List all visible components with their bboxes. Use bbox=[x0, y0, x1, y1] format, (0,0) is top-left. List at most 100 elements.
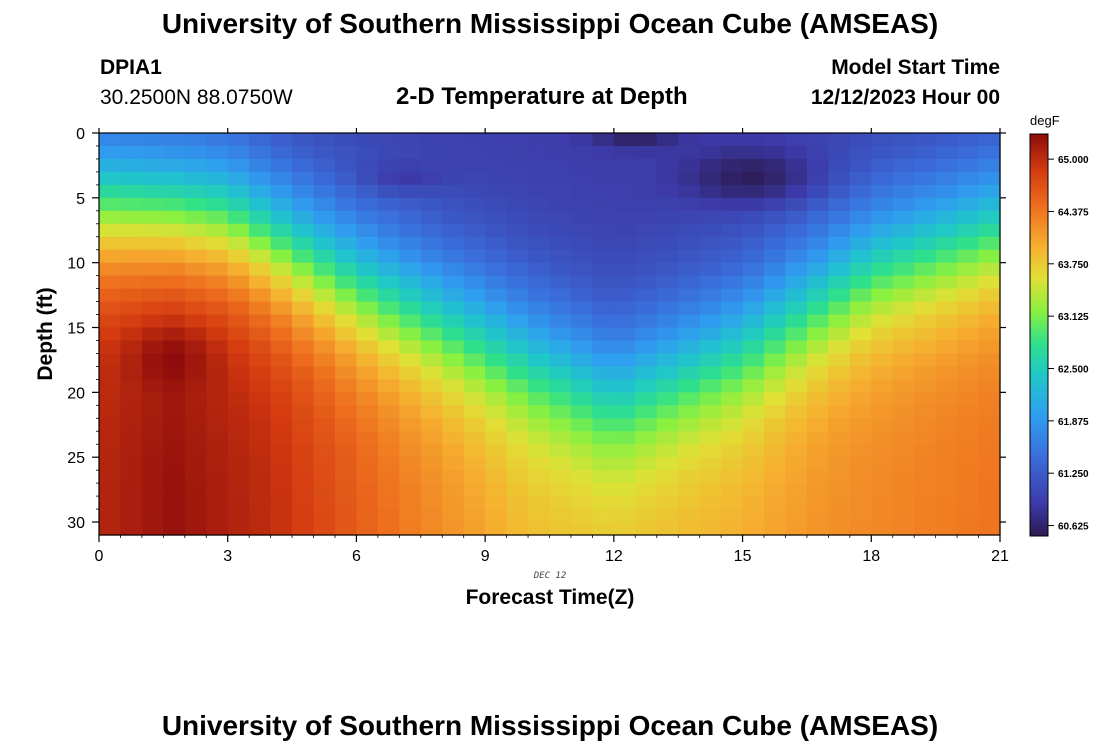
heatmap-cell bbox=[528, 301, 551, 316]
heatmap-cell bbox=[849, 288, 872, 303]
heatmap-cell bbox=[549, 158, 572, 173]
heatmap-cell bbox=[206, 327, 229, 342]
heatmap-cell bbox=[785, 275, 808, 290]
heatmap-cell bbox=[99, 418, 122, 432]
heatmap-cell bbox=[764, 236, 787, 251]
heatmap-cell bbox=[141, 210, 164, 225]
heatmap-cell bbox=[635, 509, 658, 523]
heatmap-cell bbox=[764, 262, 787, 277]
heatmap-cell bbox=[99, 483, 122, 497]
heatmap-cell bbox=[206, 483, 229, 497]
heatmap-cell bbox=[871, 236, 894, 251]
heatmap-cell bbox=[699, 431, 722, 445]
heatmap-cell bbox=[785, 158, 808, 173]
heatmap-cell bbox=[184, 483, 207, 497]
heatmap-cell bbox=[721, 522, 744, 536]
heatmap-cell bbox=[721, 184, 744, 199]
heatmap-cell bbox=[356, 457, 379, 471]
heatmap-cell bbox=[978, 236, 1001, 251]
colorbar-tick-label: 63.125 bbox=[1058, 312, 1089, 323]
heatmap-cell bbox=[635, 431, 658, 445]
heatmap-cell bbox=[399, 496, 422, 510]
footer-title: University of Southern Mississippi Ocean… bbox=[161, 710, 939, 741]
heatmap-cell bbox=[699, 145, 722, 160]
heatmap-cell bbox=[227, 236, 250, 251]
heatmap-cell bbox=[506, 392, 529, 406]
heatmap-cell bbox=[528, 288, 551, 303]
heatmap-cell bbox=[549, 145, 572, 160]
heatmap-cell bbox=[463, 405, 486, 419]
heatmap-cell bbox=[442, 470, 465, 484]
x-tick-label: 6 bbox=[352, 548, 361, 565]
heatmap-cell bbox=[399, 353, 422, 368]
heatmap-cell bbox=[635, 223, 658, 238]
heatmap-cell bbox=[742, 496, 765, 510]
heatmap-cell bbox=[678, 418, 701, 432]
heatmap-cell bbox=[549, 457, 572, 471]
heatmap-cell bbox=[914, 496, 937, 510]
heatmap-cell bbox=[785, 210, 808, 225]
heatmap-cell bbox=[528, 457, 551, 471]
heatmap-cell bbox=[249, 223, 272, 238]
heatmap-cell bbox=[656, 236, 679, 251]
heatmap-cell bbox=[914, 275, 937, 290]
heatmap-cell bbox=[292, 133, 315, 147]
heatmap-cell bbox=[249, 249, 272, 264]
heatmap-cell bbox=[463, 133, 486, 147]
heatmap-cell bbox=[506, 496, 529, 510]
heatmap-cell bbox=[528, 405, 551, 419]
heatmap-cell bbox=[356, 262, 379, 277]
colorbar-ticks: 65.000 64.375 63.750 63.125 62.500 61.875 61.2… bbox=[1048, 155, 1089, 533]
heatmap-cell bbox=[785, 236, 808, 251]
heatmap-cell bbox=[206, 444, 229, 458]
heatmap-cell bbox=[785, 171, 808, 186]
heatmap-cell bbox=[313, 418, 336, 432]
heatmap-cell bbox=[120, 392, 143, 406]
heatmap-cell bbox=[742, 470, 765, 484]
heatmap-cell bbox=[420, 366, 443, 380]
heatmap-cell bbox=[764, 275, 787, 290]
heatmap-cell bbox=[699, 158, 722, 173]
heatmap-cell bbox=[635, 275, 658, 290]
y-tick-label: 0 bbox=[76, 126, 85, 143]
heatmap-cell bbox=[656, 496, 679, 510]
heatmap-cell bbox=[442, 379, 465, 393]
heatmap-cell bbox=[249, 340, 272, 355]
heatmap-cell bbox=[935, 418, 958, 432]
heatmap-cell bbox=[549, 392, 572, 406]
heatmap-cell bbox=[120, 379, 143, 393]
heatmap-cell bbox=[957, 288, 980, 303]
heatmap-cell bbox=[485, 275, 508, 290]
heatmap-cell bbox=[656, 509, 679, 523]
heatmap-cell bbox=[99, 509, 122, 523]
heatmap-cell bbox=[292, 223, 315, 238]
heatmap-cell bbox=[270, 197, 293, 212]
heatmap-cell bbox=[699, 353, 722, 368]
heatmap-cell bbox=[463, 340, 486, 355]
heatmap-cell bbox=[892, 197, 915, 212]
heatmap-cell bbox=[506, 340, 529, 355]
heatmap-cell bbox=[377, 509, 400, 523]
heatmap-cell bbox=[957, 314, 980, 329]
heatmap-cell bbox=[592, 275, 615, 290]
heatmap-cell bbox=[806, 496, 829, 510]
heatmap-cell bbox=[699, 392, 722, 406]
heatmap-cell bbox=[377, 249, 400, 264]
heatmap-cell bbox=[184, 405, 207, 419]
heatmap-cell bbox=[613, 275, 636, 290]
heatmap-cell bbox=[592, 353, 615, 368]
heatmap-cell bbox=[120, 366, 143, 380]
heatmap-cell bbox=[99, 197, 122, 212]
heatmap-cell bbox=[485, 145, 508, 160]
heatmap-cell bbox=[656, 483, 679, 497]
heatmap-cell bbox=[227, 457, 250, 471]
heatmap-cell bbox=[549, 236, 572, 251]
heatmap-cell bbox=[313, 223, 336, 238]
heatmap-cell bbox=[656, 314, 679, 329]
heatmap-cell bbox=[292, 418, 315, 432]
heatmap-cell bbox=[656, 197, 679, 212]
heatmap-cell bbox=[742, 210, 765, 225]
heatmap-cell bbox=[356, 223, 379, 238]
heatmap-cell bbox=[656, 262, 679, 277]
heatmap-cell bbox=[785, 223, 808, 238]
